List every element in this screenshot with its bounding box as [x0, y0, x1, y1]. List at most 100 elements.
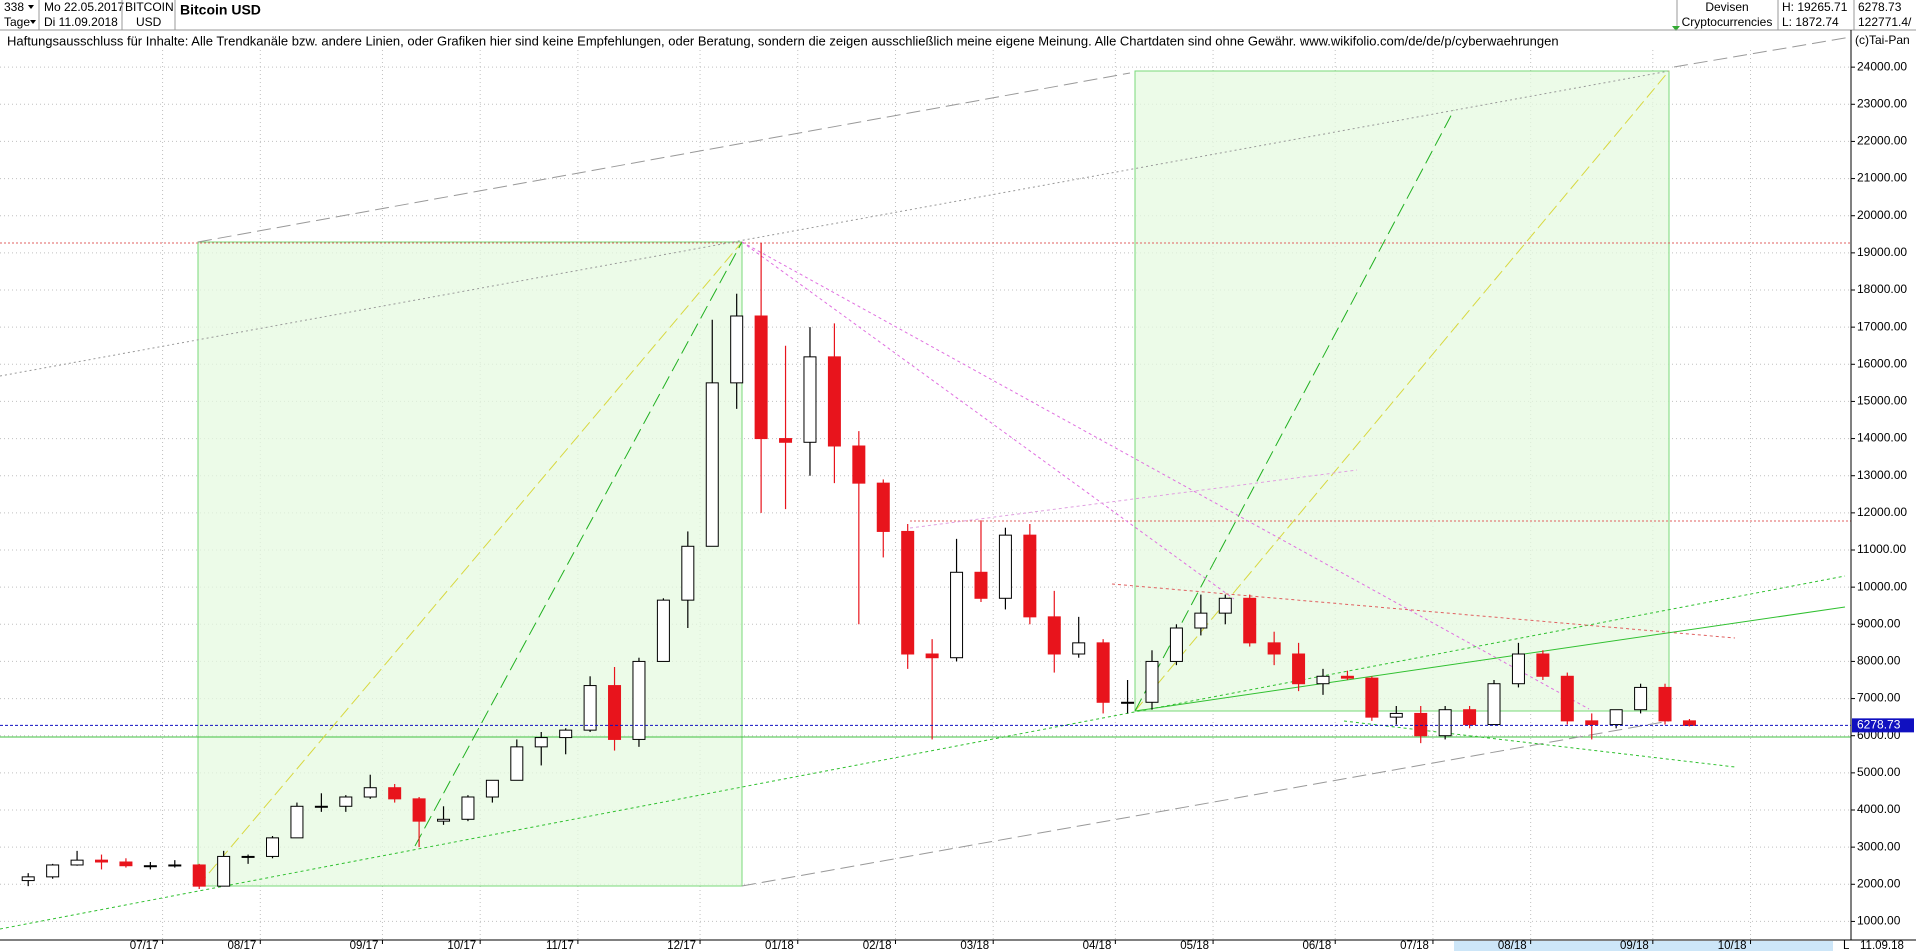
candle-body — [46, 864, 60, 878]
bar-count[interactable]: 338 — [4, 0, 24, 14]
candle-body — [1682, 720, 1696, 726]
candle-body — [779, 438, 793, 443]
header-bg — [0, 0, 1916, 30]
candle-body — [70, 859, 84, 866]
candle-body — [1487, 683, 1501, 726]
candle-body — [876, 482, 890, 532]
candle-body — [803, 356, 817, 443]
y-tick-label: 9000.00 — [1857, 616, 1901, 630]
price-box — [1852, 718, 1914, 733]
disclaimer: Haftungsausschluss für Inhalte: Alle Tre… — [7, 33, 1559, 48]
market: Devisen — [1705, 0, 1748, 14]
trend-line — [1134, 606, 1846, 712]
x-tick-label: 02/18 — [863, 940, 892, 952]
trend-line — [0, 575, 1846, 930]
candle-body — [950, 571, 964, 659]
price-label: 6278.73 — [1857, 718, 1901, 732]
y-tick-label: 10000.00 — [1857, 579, 1907, 593]
candle-body — [1536, 653, 1550, 677]
candle-body — [1340, 675, 1354, 679]
candle-body — [485, 779, 499, 798]
candle-body — [901, 530, 915, 655]
dropdown-icon[interactable] — [30, 20, 36, 24]
candle-body — [1023, 534, 1037, 618]
candle-body — [388, 787, 402, 800]
candle-body — [730, 315, 744, 384]
candle-body — [1243, 597, 1257, 644]
candle-body — [363, 787, 377, 798]
x-tick-label: 05/18 — [1180, 940, 1209, 952]
high: H: 19265.71 — [1782, 0, 1848, 14]
trend-line — [741, 720, 1670, 887]
candle-body — [1389, 712, 1403, 718]
candle-body — [705, 382, 719, 547]
candle-body — [1267, 642, 1281, 655]
y-tick-label: 22000.00 — [1857, 134, 1907, 148]
copyright: (c)Tai-Pan — [1855, 33, 1910, 47]
candle-body — [1072, 642, 1086, 655]
trend-line — [1111, 583, 1736, 639]
candle-body — [168, 864, 182, 867]
y-tick-label: 1000.00 — [1857, 914, 1901, 928]
x-tick-label: 12/17 — [667, 940, 696, 952]
candle-body — [266, 837, 280, 857]
candle-body — [1634, 686, 1648, 711]
candle-body — [1096, 642, 1110, 703]
x-tick-label: 04/18 — [1083, 940, 1112, 952]
y-tick-label: 12000.00 — [1857, 505, 1907, 519]
candle-body — [583, 685, 597, 731]
indicator-icon — [1672, 26, 1680, 31]
x-tick-label: 11/17 — [546, 940, 574, 952]
candle-body — [412, 798, 426, 822]
candle-body — [998, 534, 1012, 599]
candle-body — [241, 855, 255, 858]
candle-body — [1560, 675, 1574, 722]
candle-body — [534, 737, 548, 748]
candle-body — [1414, 712, 1428, 737]
candle-body — [1121, 701, 1135, 704]
candle-body — [461, 796, 475, 820]
x-tick-label: 07/18 — [1400, 940, 1429, 952]
last-price: 6278.73 — [1858, 0, 1902, 14]
currency: USD — [136, 15, 162, 29]
candle-body — [656, 599, 670, 662]
trend-line — [414, 241, 743, 847]
symbol: BITCOIN — [125, 0, 174, 14]
candle-body — [852, 445, 866, 484]
trend-line — [197, 72, 1131, 243]
y-tick-label: 4000.00 — [1857, 802, 1901, 816]
candle-body — [974, 571, 988, 599]
y-tick-label: 16000.00 — [1857, 356, 1907, 370]
trend-line — [197, 241, 743, 887]
y-tick-label: 19000.00 — [1857, 245, 1907, 259]
candle-body — [192, 864, 206, 887]
candle-body — [754, 315, 768, 440]
y-tick-label: 2000.00 — [1857, 876, 1901, 890]
chart-title: Bitcoin USD — [180, 2, 261, 18]
y-tick-label: 14000.00 — [1857, 431, 1907, 445]
candle-body — [1316, 675, 1330, 685]
x-tick-label: 09/17 — [350, 940, 379, 952]
y-tick-label: 3000.00 — [1857, 839, 1901, 853]
candle-body — [681, 545, 695, 601]
date-to: Di 11.09.2018 — [44, 15, 118, 29]
dropdown-icon[interactable] — [28, 5, 34, 9]
group: Cryptocurrencies — [1682, 15, 1773, 29]
scale-mode[interactable]: L — [1843, 940, 1850, 952]
period[interactable]: Tage — [4, 15, 30, 29]
candle-body — [1218, 597, 1232, 614]
candle-body — [119, 861, 133, 867]
y-tick-label: 18000.00 — [1857, 282, 1907, 296]
trend-line — [1673, 36, 1852, 68]
candle-body — [632, 660, 646, 740]
candle-body — [1169, 627, 1183, 662]
y-tick-label: 8000.00 — [1857, 654, 1901, 668]
x-tick-label: 08/18 — [1498, 940, 1527, 952]
header: 338 Mo 22.05.2017 Tage Di 11.09.2018 BIT… — [0, 0, 1916, 31]
y-tick-label: 24000.00 — [1857, 59, 1907, 73]
x-tick-label: 01/18 — [765, 940, 794, 952]
candle-body — [925, 653, 939, 659]
candle-body — [1145, 660, 1159, 703]
x-tick-label: 09/18 — [1620, 940, 1649, 952]
scroll-range[interactable] — [1454, 941, 1833, 951]
